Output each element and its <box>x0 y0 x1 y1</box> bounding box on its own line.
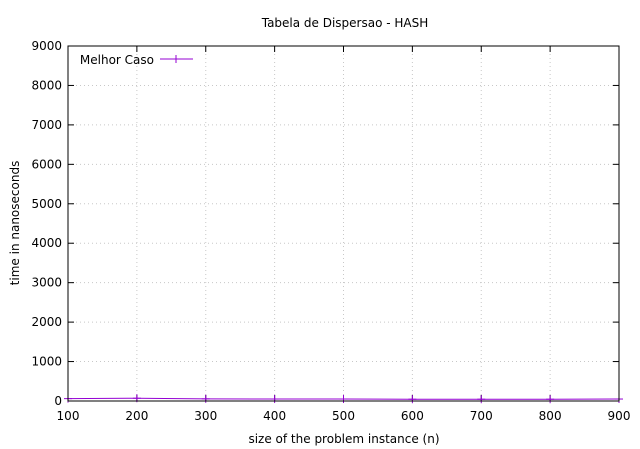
x-tick-label: 400 <box>263 409 286 423</box>
x-tick-label: 600 <box>401 409 424 423</box>
series-layer <box>64 394 623 404</box>
data-point <box>546 395 555 404</box>
y-tick-label: 4000 <box>31 236 62 250</box>
x-axis-ticks: 100 200 300 400 500 600 700 800 900 <box>57 46 631 423</box>
legend-marker <box>172 55 180 63</box>
y-tick-label: 8000 <box>31 78 62 92</box>
x-tick-label: 500 <box>332 409 355 423</box>
y-tick-label: 7000 <box>31 118 62 132</box>
data-point <box>339 395 348 404</box>
x-tick-label: 700 <box>470 409 493 423</box>
legend-label: Melhor Caso <box>80 53 154 67</box>
x-tick-label: 100 <box>57 409 80 423</box>
y-tick-label: 3000 <box>31 276 62 290</box>
x-tick-label: 900 <box>608 409 631 423</box>
y-tick-label: 9000 <box>31 39 62 53</box>
x-tick-label: 800 <box>539 409 562 423</box>
data-point <box>477 395 486 404</box>
y-axis-ticks: 0 1000 2000 3000 4000 5000 6000 7000 8000 9000 <box>31 39 619 408</box>
x-tick-label: 300 <box>194 409 217 423</box>
chart-title: Tabela de Dispersao - HASH <box>261 16 429 30</box>
x-tick-label: 200 <box>125 409 148 423</box>
plot-frame <box>67 45 620 402</box>
y-tick-label: 2000 <box>31 315 62 329</box>
data-point <box>408 395 417 404</box>
y-axis-label: time in nanoseconds <box>8 161 22 286</box>
y-tick-label: 5000 <box>31 197 62 211</box>
data-point <box>201 394 210 403</box>
grid <box>68 46 619 401</box>
x-axis-label: size of the problem instance (n) <box>248 432 439 446</box>
y-tick-label: 6000 <box>31 157 62 171</box>
y-tick-label: 0 <box>54 394 62 408</box>
data-point <box>270 395 279 404</box>
legend: Melhor Caso <box>80 53 193 67</box>
y-tick-label: 1000 <box>31 355 62 369</box>
